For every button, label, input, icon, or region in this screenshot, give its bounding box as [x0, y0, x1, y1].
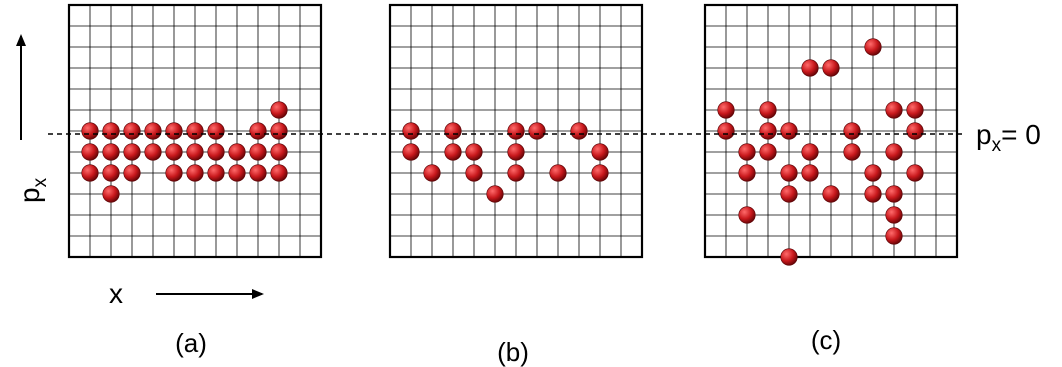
zero-line-label-sub: x [992, 135, 1002, 156]
particle [906, 122, 924, 140]
particle [249, 164, 267, 182]
particle [402, 122, 420, 140]
particle [186, 164, 204, 182]
zero-line-label-main: p [976, 119, 992, 150]
particle [144, 122, 162, 140]
particle [591, 143, 609, 161]
panel-b-frame [388, 3, 644, 259]
particle [207, 122, 225, 140]
particle [717, 122, 735, 140]
particle [165, 143, 183, 161]
vertical-axis-label-main: p [14, 187, 45, 203]
zero-line-label: px= 0 [976, 119, 1041, 156]
particle [885, 185, 903, 203]
horizontal-axis-label: x [109, 278, 123, 309]
particle [270, 164, 288, 182]
particle [864, 185, 882, 203]
particle [780, 164, 798, 182]
particle [906, 164, 924, 182]
particle [123, 164, 141, 182]
particle [780, 185, 798, 203]
particle [465, 164, 483, 182]
panel-a-frame [67, 3, 323, 259]
panel-a-label: (a) [175, 328, 207, 358]
particle [270, 143, 288, 161]
particle [81, 143, 99, 161]
panel-c-frame [703, 3, 959, 259]
particle [102, 164, 120, 182]
particle [444, 122, 462, 140]
particle [885, 227, 903, 245]
particle [885, 143, 903, 161]
particle [759, 101, 777, 119]
particle [144, 143, 162, 161]
zero-line-label-rest: = 0 [1001, 119, 1041, 150]
particle [444, 143, 462, 161]
vertical-axis-label-sub: x [30, 177, 51, 187]
particle [801, 143, 819, 161]
particle [801, 164, 819, 182]
particle [843, 143, 861, 161]
particle [186, 143, 204, 161]
particle [102, 122, 120, 140]
particle [738, 164, 756, 182]
particle [165, 122, 183, 140]
particle [402, 143, 420, 161]
particle [123, 122, 141, 140]
particle [822, 185, 840, 203]
panel-b: (b) [388, 3, 644, 367]
particle [81, 164, 99, 182]
particle [759, 122, 777, 140]
panels-layer: (a) (b) (c) [67, 3, 959, 367]
particle [123, 143, 141, 161]
particle [228, 164, 246, 182]
particle [507, 122, 525, 140]
panel-b-label: (b) [497, 337, 529, 367]
particle [465, 143, 483, 161]
particle [249, 122, 267, 140]
particle [759, 143, 777, 161]
vertical-axis-label: px [14, 177, 51, 203]
particle [738, 206, 756, 224]
particle [486, 185, 504, 203]
particle [270, 122, 288, 140]
particle [507, 143, 525, 161]
panel-c: (c) [703, 3, 959, 355]
particle [843, 122, 861, 140]
particle [165, 164, 183, 182]
particle [528, 122, 546, 140]
particle [591, 164, 609, 182]
particle [81, 122, 99, 140]
particle [864, 164, 882, 182]
particle [885, 206, 903, 224]
particle [780, 248, 798, 266]
particle [717, 101, 735, 119]
particle [249, 143, 267, 161]
particle [780, 122, 798, 140]
particle [549, 164, 567, 182]
particle [102, 143, 120, 161]
particle [207, 164, 225, 182]
particle [906, 101, 924, 119]
panel-a: (a) [67, 3, 323, 358]
particle [822, 59, 840, 77]
particle [570, 122, 588, 140]
panel-c-label: (c) [811, 325, 841, 355]
particle [864, 38, 882, 56]
particle [270, 101, 288, 119]
particle [228, 143, 246, 161]
particle [885, 101, 903, 119]
particle [801, 59, 819, 77]
particle [186, 122, 204, 140]
particle [423, 164, 441, 182]
particle [102, 185, 120, 203]
particle [507, 164, 525, 182]
particle [207, 143, 225, 161]
particle [738, 143, 756, 161]
